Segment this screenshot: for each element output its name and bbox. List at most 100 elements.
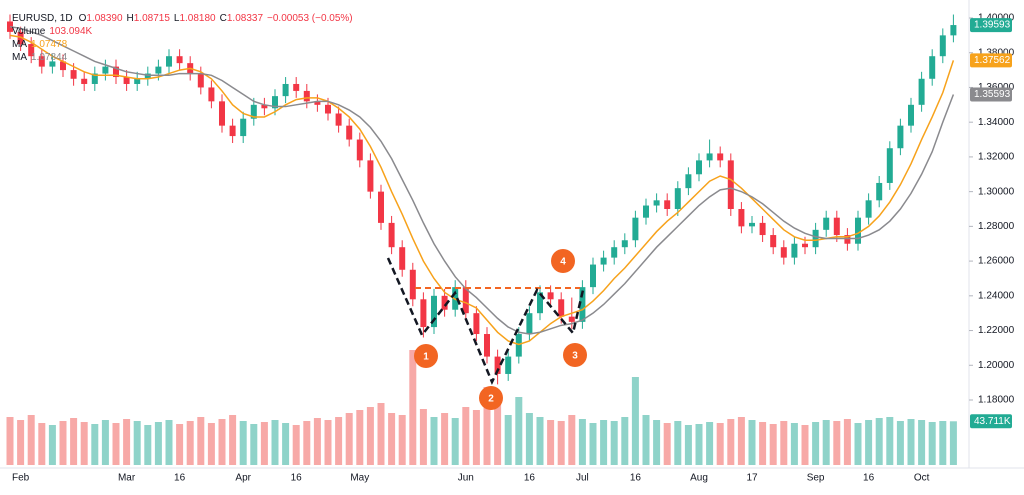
candle-body (505, 356, 512, 374)
candle-body (950, 25, 957, 36)
y-tick-label: 1.32000 (978, 152, 1015, 163)
candle-body (431, 295, 437, 328)
volume-bar (886, 417, 894, 465)
candle-body (484, 334, 490, 357)
volume-bar (621, 417, 629, 465)
annotation-marker (479, 386, 503, 410)
moving-average (9, 25, 955, 335)
candle-body (325, 104, 331, 114)
volume-bar (70, 418, 78, 465)
volume-bar (684, 425, 692, 465)
y-tick-label: 1.26000 (978, 256, 1015, 267)
candle-body (579, 287, 586, 322)
candle-body (28, 44, 35, 57)
annotation-label: 3 (572, 351, 578, 362)
volume-bar (292, 425, 300, 465)
symbol: EURUSD, 1D (12, 13, 73, 24)
candle-body (844, 235, 851, 244)
volume-badge-label: 43.711K (974, 416, 1011, 427)
x-tick-label: Oct (914, 473, 930, 484)
candle-body (621, 240, 628, 248)
x-tick-label: 16 (291, 473, 303, 484)
candle-body (833, 217, 840, 236)
volume-bar (918, 420, 926, 465)
volume-bar (674, 421, 682, 465)
candle-body (717, 153, 724, 161)
candle-body (780, 247, 787, 258)
value: 1.07478 (31, 39, 68, 50)
candle-body (611, 247, 618, 258)
candle-body (664, 200, 671, 209)
candle-body (314, 101, 321, 105)
volume-bar (483, 387, 491, 465)
value: 103.094K (49, 26, 92, 37)
candle-body (590, 264, 596, 288)
volume-bar (727, 419, 735, 465)
candle-body (876, 182, 883, 201)
volume-bar (494, 403, 502, 465)
volume-bar (133, 421, 141, 465)
legend: EURUSD, 1D O1.08390 H1.08715 L1.08180 C1.083… (12, 13, 353, 63)
annotation-label: 2 (488, 394, 494, 405)
x-tick-label: 16 (863, 473, 875, 484)
value: 1.07844 (31, 52, 68, 63)
candle-body (632, 217, 639, 241)
volume-bar (239, 421, 247, 465)
candle-body (685, 174, 692, 189)
volume-bar (176, 424, 184, 465)
y-tick-label: 1.30000 (978, 186, 1015, 197)
volume-bar (748, 420, 756, 465)
candle-body (929, 56, 936, 79)
volume-bar (250, 424, 258, 465)
price-badge-label: 1.39593 (974, 20, 1011, 31)
volume-bar (377, 403, 385, 465)
volume-bar (865, 420, 873, 465)
volume-bar (504, 415, 512, 465)
x-tick-label: Sep (807, 473, 825, 484)
candle-body (886, 148, 893, 183)
candle-body (219, 101, 225, 126)
candle-body (166, 56, 172, 67)
volume-bar (854, 423, 862, 465)
price-badge (970, 18, 1012, 33)
volume-bar (335, 417, 343, 465)
candle-body (81, 78, 88, 84)
candle-body (897, 125, 904, 149)
volume-bar (197, 417, 205, 465)
annotation-marker (414, 344, 438, 368)
y-tick-label: 1.22000 (978, 325, 1015, 336)
candle-body (155, 66, 162, 74)
candle-body (60, 61, 66, 71)
y-tick-label: 1.34000 (978, 117, 1015, 128)
annotation-label: 1 (423, 352, 429, 363)
candle-body (791, 243, 798, 258)
candle-body (261, 104, 268, 109)
volume-bar (419, 409, 427, 465)
volume-bar (303, 421, 311, 465)
volume-bar (430, 417, 438, 465)
legend-line: MA 1.07478 (12, 39, 68, 50)
candle-body (346, 125, 353, 140)
candle-body (144, 73, 151, 79)
candle-body (823, 217, 830, 230)
volume-bar (653, 420, 661, 465)
candle-body (176, 56, 183, 64)
y-tick-label: 1.24000 (978, 290, 1015, 301)
volume-bar (536, 417, 544, 465)
candle-body (749, 222, 755, 227)
candle-body (123, 77, 130, 84)
candle-body (473, 313, 480, 335)
candle-body (399, 247, 406, 270)
candle-body (494, 356, 501, 374)
candle-body (282, 83, 289, 97)
candle-body (653, 200, 660, 206)
volume-bar (737, 417, 745, 465)
change: −0.00053 (−0.05%) (267, 13, 353, 24)
volume-bar (207, 423, 215, 465)
candle-body (855, 217, 861, 244)
key: MA (12, 52, 27, 63)
x-tick-label: Apr (235, 473, 251, 484)
volume-bar (568, 415, 576, 465)
pattern-drawing (386, 257, 585, 386)
volume-bar (578, 419, 586, 465)
